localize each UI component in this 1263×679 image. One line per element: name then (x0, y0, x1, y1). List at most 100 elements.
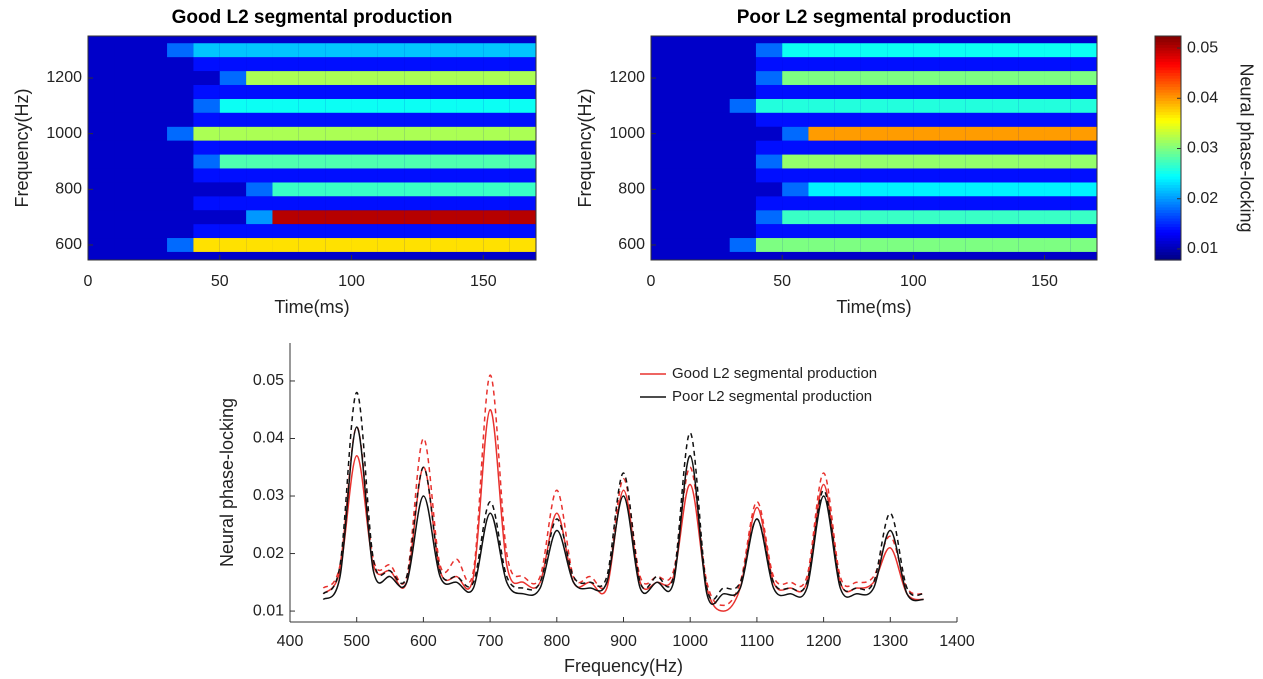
heat-cell (1070, 210, 1097, 225)
heat-cell (377, 210, 405, 225)
heat-cell (114, 210, 141, 225)
heat-cell (755, 126, 783, 141)
heat-cell (140, 168, 168, 183)
colorbar-strip (1155, 198, 1181, 202)
heat-cell (992, 57, 1019, 72)
heat-cell (88, 98, 115, 113)
heat-cell (246, 196, 273, 211)
heat-cell (456, 154, 484, 169)
heat-cell (913, 112, 940, 127)
colorbar-strip (1155, 195, 1181, 199)
heat-cell (114, 154, 141, 169)
heat-cell (1044, 43, 1071, 58)
heat-cell (404, 126, 431, 141)
x-tick-label: 1400 (939, 633, 975, 650)
heat-cell (377, 98, 405, 113)
heat-cell (88, 126, 115, 141)
heat-cell (298, 71, 326, 85)
heat-cell (404, 140, 431, 155)
heat-cell (272, 168, 299, 183)
heat-cell (167, 182, 194, 197)
heat-cell (755, 98, 783, 113)
heat-cell (298, 98, 326, 113)
heat-cell (834, 210, 861, 225)
heat-cell (965, 84, 993, 99)
heat-cell (992, 154, 1019, 169)
heat-cell (377, 126, 405, 141)
colorbar-strip (1155, 173, 1181, 177)
colorbar-strip (1155, 134, 1181, 138)
heat-cell (377, 182, 405, 197)
colorbar-strip (1155, 117, 1181, 121)
heat-cell (1070, 57, 1097, 72)
heat-cell (88, 196, 115, 211)
heat-cell (272, 140, 299, 155)
colorbar-strip (1155, 83, 1181, 87)
heat-cell (140, 154, 168, 169)
colorbar-frame (1154, 35, 1182, 261)
heat-cell (1070, 140, 1097, 155)
heat-cell (913, 238, 940, 252)
heat-cell (88, 140, 115, 155)
heat-cell (167, 154, 194, 169)
heat-cell (887, 196, 914, 211)
y-axis-label: Frequency(Hz) (12, 88, 32, 207)
heat-cell (246, 140, 273, 155)
colorbar-strip (1155, 215, 1181, 219)
heat-cell (729, 140, 756, 155)
heat-cell (992, 238, 1019, 252)
colorbar-strip (1155, 114, 1181, 118)
heat-cell (834, 43, 861, 58)
heat-cell (219, 112, 247, 127)
heat-cell (703, 168, 730, 183)
heat-cell (219, 182, 247, 197)
heat-cell (965, 140, 993, 155)
heat-cell (483, 140, 510, 155)
heat-cell (167, 196, 194, 211)
colorbar-strip (1155, 254, 1181, 258)
heat-cell (651, 154, 678, 169)
heat-cell (246, 84, 273, 99)
heat-cell (808, 196, 835, 211)
heat-cell (782, 238, 809, 252)
heat-cell (246, 57, 273, 72)
heat-cell (430, 126, 457, 141)
heat-cell (325, 43, 352, 58)
heat-cell (325, 84, 352, 99)
heat-cell (430, 57, 457, 72)
colorbar-strip (1155, 120, 1181, 124)
heat-cell (808, 43, 835, 58)
heat-cell (193, 126, 220, 141)
heat-cell (456, 84, 484, 99)
colorbar-strip (1155, 38, 1181, 43)
heat-cell (651, 126, 678, 141)
heat-cell (913, 98, 940, 113)
heat-cell (782, 126, 809, 141)
y-tick-label: 0.03 (253, 487, 284, 504)
heat-cell (325, 182, 352, 197)
heat-cell (755, 210, 783, 225)
heat-cell (483, 238, 510, 252)
heat-cell (483, 71, 510, 85)
heat-cell (430, 182, 457, 197)
heat-cell (272, 196, 299, 211)
heat-cell (298, 154, 326, 169)
heat-cell (808, 126, 835, 141)
heat-cell (782, 140, 809, 155)
heat-cell (677, 224, 704, 239)
heat-cell (298, 43, 326, 58)
heat-cell (88, 154, 115, 169)
heat-cell (167, 98, 194, 113)
heat-cell (456, 168, 484, 183)
heat-cell (887, 210, 914, 225)
colorbar-strip (1155, 89, 1181, 93)
heat-cell (755, 43, 783, 58)
heat-cell (913, 126, 940, 141)
heat-cell (219, 238, 247, 252)
heat-cell (677, 98, 704, 113)
colorbar-strip (1155, 192, 1181, 197)
heat-cell (88, 182, 115, 197)
heat-cell (404, 112, 431, 127)
heat-cell (782, 224, 809, 239)
colorbar-strip (1155, 66, 1181, 71)
